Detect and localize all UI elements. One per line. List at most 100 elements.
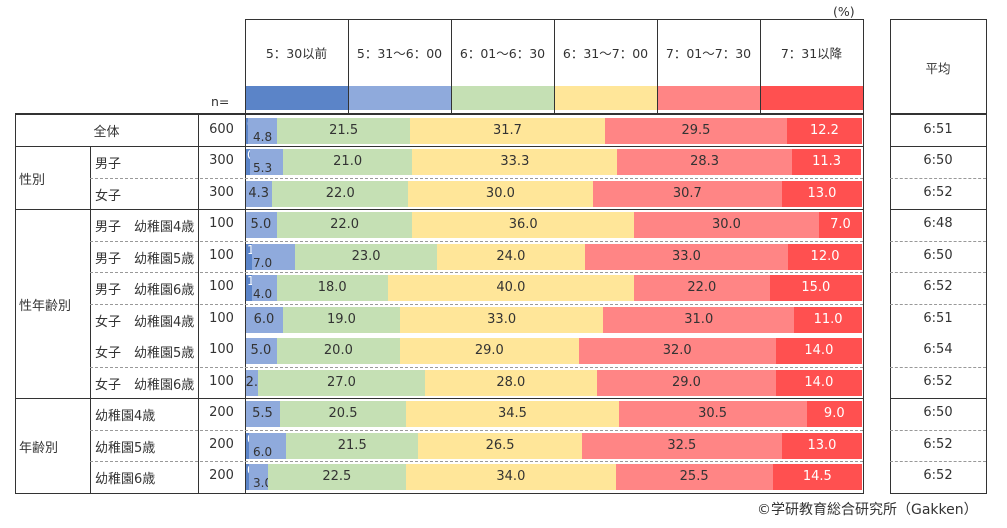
bar-value-label-5: 30.5 bbox=[698, 406, 728, 421]
bar-value-label-3: 21.0 bbox=[333, 154, 363, 169]
row-n: 300 bbox=[209, 184, 234, 200]
legend-swatch-2 bbox=[349, 86, 451, 110]
row-average: 6:50 bbox=[923, 153, 953, 168]
bar-value-label-4: 28.0 bbox=[496, 375, 526, 390]
row-average: 6:52 bbox=[923, 373, 953, 389]
row-average: 6:52 bbox=[923, 468, 953, 483]
unit-label: (%) bbox=[833, 4, 855, 19]
table-top-border bbox=[15, 113, 863, 115]
row-label: 男子 幼稚園4歳 bbox=[95, 220, 195, 235]
n-column-left-border bbox=[198, 113, 199, 494]
bar-segment-2 bbox=[252, 275, 277, 301]
category-header-4: 6：31～7：00 bbox=[562, 46, 649, 61]
bar-value-label-3: 21.5 bbox=[337, 438, 367, 453]
bar-value-label-2: 4.0 bbox=[253, 287, 273, 301]
bar-segment-1 bbox=[246, 464, 250, 490]
row-average: 6:52 bbox=[923, 279, 953, 294]
bar-segment-3 bbox=[282, 307, 400, 333]
label-column-divider bbox=[90, 146, 91, 493]
row-n: 600 bbox=[209, 121, 234, 137]
bar-value-label-5: 32.0 bbox=[662, 343, 692, 358]
row-n: 100 bbox=[209, 373, 234, 389]
row-average: 6:50 bbox=[923, 247, 953, 263]
bar-segment-5 bbox=[615, 464, 773, 490]
bar-segment-6 bbox=[788, 244, 862, 270]
bar-value-label-2: 5.0 bbox=[250, 217, 272, 232]
bar-value-label-6: 9.0 bbox=[823, 406, 845, 421]
bar-segment-6 bbox=[818, 212, 862, 238]
bar-value-label-4: 31.7 bbox=[493, 123, 522, 138]
bar-segment-3 bbox=[272, 181, 408, 207]
bar-value-label-4: 24.0 bbox=[496, 249, 526, 264]
bar-segment-2 bbox=[249, 433, 287, 459]
bar-value-label-3: 20.5 bbox=[328, 406, 358, 421]
bar-segment-4 bbox=[412, 212, 635, 238]
category-header-5: 7：01～7：30 bbox=[665, 46, 752, 61]
bar-segment-5 bbox=[584, 244, 789, 270]
bar-value-label-5: 25.5 bbox=[679, 469, 709, 484]
bar-value-label-6: 15.0 bbox=[801, 280, 831, 295]
bar-segment-2 bbox=[250, 149, 283, 175]
row-label: 女子 幼稚園5歳 bbox=[95, 346, 195, 361]
average-header-bottom-border bbox=[890, 113, 986, 115]
bar-segment-3 bbox=[258, 370, 425, 396]
n-header: n= bbox=[211, 94, 230, 109]
bar-value-label-3: 18.0 bbox=[317, 280, 347, 295]
bar-segment-3 bbox=[279, 401, 407, 427]
row-divider bbox=[90, 304, 863, 305]
bar-segment-3 bbox=[276, 212, 413, 238]
bar-segment-4 bbox=[400, 307, 604, 333]
bar-value-label-2: 5.5 bbox=[252, 406, 273, 421]
bar-segment-2 bbox=[246, 401, 280, 427]
bar-segment-4 bbox=[412, 149, 618, 175]
bar-segment-4 bbox=[436, 244, 585, 270]
row-divider bbox=[90, 430, 863, 431]
bar-value-label-6: 12.2 bbox=[809, 123, 839, 138]
row-label: 男子 幼稚園6歳 bbox=[95, 283, 195, 298]
group-divider bbox=[15, 398, 863, 399]
row-average: 6:52 bbox=[923, 184, 953, 200]
row-average: 6:52 bbox=[923, 436, 953, 452]
bar-value-label-3: 19.0 bbox=[326, 312, 356, 327]
bar-segment-6 bbox=[806, 401, 862, 427]
legend-swatch-6 bbox=[761, 86, 863, 110]
header-column-divider bbox=[760, 19, 761, 113]
bar-segment-4 bbox=[400, 338, 579, 364]
bar-segment-5 bbox=[605, 118, 787, 144]
row-n: 200 bbox=[209, 405, 234, 420]
bar-value-label-4: 34.0 bbox=[496, 469, 526, 484]
row-average: 6:51 bbox=[923, 121, 953, 137]
average-row-divider bbox=[890, 304, 986, 305]
bar-segment-2 bbox=[246, 338, 277, 364]
row-n: 100 bbox=[209, 310, 234, 326]
row-label: 幼稚園5歳 bbox=[95, 440, 156, 456]
bar-value-label-3: 22.0 bbox=[325, 186, 355, 201]
category-header-2: 5：31～6：00 bbox=[356, 46, 443, 61]
bar-segment-3 bbox=[277, 118, 410, 144]
bar-value-label-4: 26.5 bbox=[485, 438, 515, 453]
bar-value-label-6: 12.0 bbox=[810, 249, 840, 264]
bar-value-label-2: 5.3 bbox=[253, 161, 273, 175]
bar-segment-4 bbox=[424, 370, 598, 396]
bar-segment-5 bbox=[634, 212, 819, 238]
bar-value-label-2: 7.0 bbox=[253, 256, 273, 270]
average-group-divider bbox=[890, 209, 986, 210]
bar-segment-5 bbox=[618, 401, 807, 427]
legend-swatch-3 bbox=[452, 86, 554, 110]
bar-value-label-3: 22.5 bbox=[322, 469, 352, 484]
bar-value-label-5: 31.0 bbox=[684, 312, 714, 327]
bar-value-label-6: 11.3 bbox=[812, 154, 842, 169]
bar-value-label-4: 40.0 bbox=[496, 280, 526, 295]
row-label: 男子 幼稚園5歳 bbox=[95, 251, 195, 267]
bar-value-label-2: 5.0 bbox=[250, 343, 272, 358]
bar-segment-1 bbox=[246, 275, 253, 301]
copyright: ©学研教育総合研究所（Gakken） bbox=[757, 502, 978, 518]
average-row-divider bbox=[890, 430, 986, 431]
bar-segment-4 bbox=[387, 275, 635, 301]
bar-segment-6 bbox=[775, 338, 862, 364]
average-row-divider bbox=[890, 178, 986, 179]
bar-segment-6 bbox=[769, 275, 862, 301]
row-average: 6:51 bbox=[923, 310, 953, 326]
bar-segment-1 bbox=[246, 433, 250, 459]
bar-value-label-5: 30.7 bbox=[672, 186, 702, 201]
